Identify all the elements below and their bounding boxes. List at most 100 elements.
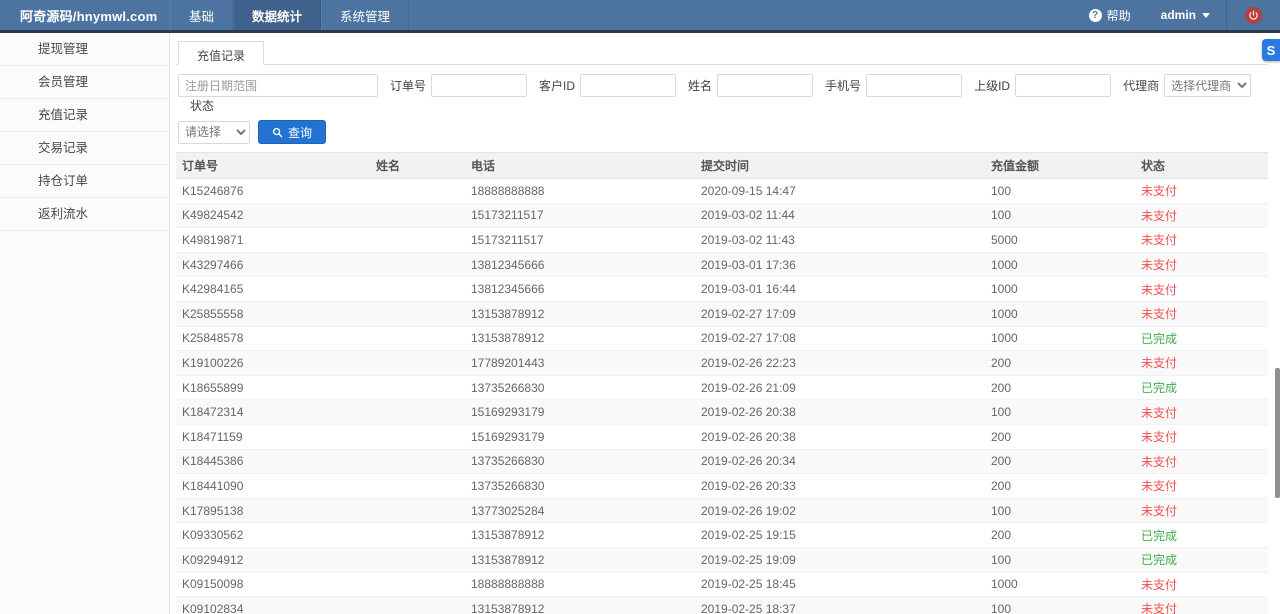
cell-amount: 1000 (985, 301, 1135, 327)
cell-order-no: K09330562 (176, 522, 370, 548)
order-no-input[interactable] (431, 74, 528, 97)
cell-name (370, 350, 465, 376)
cell-order-no: K49819871 (176, 227, 370, 253)
cell-phone: 18888888888 (465, 572, 695, 598)
topbar-spacer (409, 0, 1075, 30)
filter-row-2: 请选择 查询 (178, 120, 1268, 144)
cell-phone: 13153878912 (465, 301, 695, 327)
floating-widget-icon[interactable]: S (1262, 39, 1280, 61)
cell-order-no: K25855558 (176, 301, 370, 327)
cell-phone: 15173211517 (465, 227, 695, 253)
cell-name (370, 252, 465, 278)
question-icon: ? (1088, 8, 1102, 22)
table-row: K18472314 15169293179 2019-02-26 20:38 100 未… (176, 399, 1268, 425)
parent-id-label: 上级ID (974, 79, 1011, 93)
date-range-input[interactable] (178, 74, 378, 97)
order-no-label: 订单号 (390, 79, 427, 93)
cell-status: 已完成 (1135, 547, 1268, 573)
logout-button[interactable] (1226, 0, 1280, 30)
filter-row-1: 订单号 客户ID 姓名 手机号 上级ID 代理商 选择代理商 状态 (178, 74, 1268, 114)
cell-phone: 13153878912 (465, 326, 695, 352)
cell-order-no: K25848578 (176, 326, 370, 352)
name-input[interactable] (717, 74, 814, 97)
sidebar-item-recharge[interactable]: 充值记录 (0, 99, 169, 132)
top-menu-item-basic[interactable]: 基础 (170, 0, 234, 30)
cell-name (370, 301, 465, 327)
cell-status: 未支付 (1135, 227, 1268, 253)
cell-order-no: K18441090 (176, 473, 370, 499)
cell-submit-time: 2020-09-15 14:47 (695, 178, 985, 204)
scrollbar-thumb[interactable] (1275, 368, 1280, 498)
sidebar-item-members[interactable]: 会员管理 (0, 66, 169, 99)
cell-submit-time: 2019-02-26 19:02 (695, 498, 985, 524)
cell-amount: 100 (985, 596, 1135, 614)
cell-order-no: K18471159 (176, 424, 370, 450)
search-button[interactable]: 查询 (258, 120, 327, 144)
cell-name (370, 203, 465, 229)
chevron-down-icon (1202, 12, 1210, 18)
sidebar-item-rebate[interactable]: 返利流水 (0, 198, 169, 231)
cell-order-no: K43297466 (176, 252, 370, 278)
column-header-submit-time: 提交时间 (695, 152, 985, 179)
cell-submit-time: 2019-02-26 20:38 (695, 424, 985, 450)
cell-name (370, 276, 465, 302)
cell-amount: 1000 (985, 252, 1135, 278)
table-row: K18655899 13735266830 2019-02-26 21:09 200 已… (176, 375, 1268, 401)
cell-submit-time: 2019-03-02 11:44 (695, 203, 985, 229)
cell-status: 已完成 (1135, 522, 1268, 548)
cell-amount: 100 (985, 498, 1135, 524)
parent-id-input[interactable] (1015, 74, 1112, 97)
cell-status: 未支付 (1135, 572, 1268, 598)
cell-amount: 1000 (985, 276, 1135, 302)
cell-status: 未支付 (1135, 252, 1268, 278)
table-row: K25855558 13153878912 2019-02-27 17:09 1000… (176, 301, 1268, 327)
agent-select[interactable]: 选择代理商 (1164, 74, 1252, 97)
cell-amount: 200 (985, 350, 1135, 376)
column-header-amount: 充值金额 (985, 152, 1135, 179)
cell-phone: 13812345666 (465, 252, 695, 278)
cell-submit-time: 2019-02-26 22:23 (695, 350, 985, 376)
customer-id-input[interactable] (580, 74, 677, 97)
sidebar-item-withdraw[interactable]: 提现管理 (0, 33, 169, 66)
top-menu-item-system[interactable]: 系统管理 (321, 0, 410, 30)
cell-order-no: K49824542 (176, 203, 370, 229)
status-select[interactable]: 请选择 (178, 120, 250, 144)
table-header-row: 订单号 姓名 电话 提交时间 充值金额 状态 (176, 152, 1268, 179)
cell-name (370, 375, 465, 401)
cell-amount: 200 (985, 473, 1135, 499)
search-icon (272, 127, 283, 137)
cell-amount: 1000 (985, 326, 1135, 352)
cell-order-no: K18472314 (176, 399, 370, 425)
search-button-label: 查询 (288, 125, 313, 140)
cell-submit-time: 2019-02-27 17:08 (695, 326, 985, 352)
cell-status: 未支付 (1135, 350, 1268, 376)
help-button[interactable]: ? 帮助 (1075, 0, 1145, 30)
top-navbar: 阿奇源码/hnymwl.com 基础 数据统计 系统管理 ? 帮助 admin (0, 0, 1280, 33)
table-row: K09102834 13153878912 2019-02-25 18:37 100 未… (176, 596, 1268, 614)
table-row: K15246876 18888888888 2020-09-15 14:47 100 未… (176, 178, 1268, 204)
table-row: K25848578 13153878912 2019-02-27 17:08 1000… (176, 326, 1268, 352)
tab-recharge-records[interactable]: 充值记录 (178, 41, 265, 65)
cell-submit-time: 2019-03-01 17:36 (695, 252, 985, 278)
top-menu-item-statistics[interactable]: 数据统计 (233, 0, 322, 30)
phone-input[interactable] (866, 74, 963, 97)
phone-label: 手机号 (825, 79, 862, 93)
table-row: K09330562 13153878912 2019-02-25 19:15 200 已… (176, 522, 1268, 548)
brand-title: 阿奇源码/hnymwl.com (20, 8, 158, 24)
sidebar-item-positions[interactable]: 持仓订单 (0, 165, 169, 198)
cell-order-no: K09294912 (176, 547, 370, 573)
cell-order-no: K18445386 (176, 449, 370, 475)
table-row: K43297466 13812345666 2019-03-01 17:36 1000… (176, 252, 1268, 278)
top-menu: 基础 数据统计 系统管理 (170, 0, 410, 30)
table-row: K17895138 13773025284 2019-02-26 19:02 100 未… (176, 498, 1268, 524)
cell-status: 未支付 (1135, 178, 1268, 204)
table-row: K49819871 15173211517 2019-03-02 11:43 5000… (176, 227, 1268, 253)
admin-dropdown[interactable]: admin (1145, 0, 1226, 30)
cell-order-no: K17895138 (176, 498, 370, 524)
cell-order-no: K18655899 (176, 375, 370, 401)
cell-phone: 13735266830 (465, 375, 695, 401)
cell-status: 未支付 (1135, 399, 1268, 425)
cell-amount: 200 (985, 375, 1135, 401)
cell-amount: 100 (985, 178, 1135, 204)
sidebar-item-transactions[interactable]: 交易记录 (0, 132, 169, 165)
